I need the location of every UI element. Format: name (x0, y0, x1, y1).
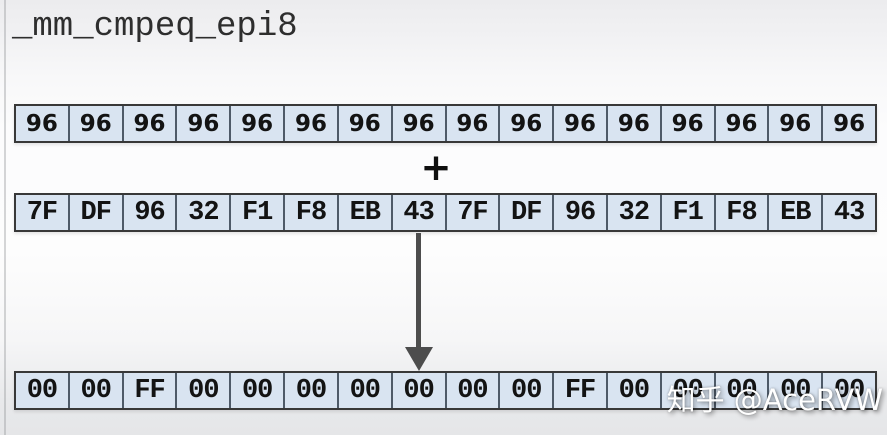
hex-byte-cell: 32 (607, 195, 662, 230)
hex-byte-cell: 00 (392, 373, 447, 408)
hex-byte-cell: F8 (715, 195, 770, 230)
hex-byte-cell: 00 (715, 373, 770, 408)
watermark: 知乎 @AceRVW (666, 383, 883, 417)
hex-byte-cell: 96 (769, 106, 824, 141)
hex-byte-cell: 00 (285, 373, 339, 408)
hex-byte-cell: 7F (446, 195, 501, 230)
hex-byte-cell: 00 (69, 373, 124, 408)
hex-byte-cell: F1 (661, 195, 716, 230)
hex-byte-cell: 96 (607, 106, 662, 141)
hex-byte-cell: DF (500, 195, 555, 230)
hex-byte-cell: 96 (285, 106, 339, 141)
hex-byte-cell: 96 (338, 106, 393, 141)
hex-byte-cell: 96 (123, 195, 178, 230)
hex-byte-cell: 00 (769, 373, 824, 408)
hex-byte-cell: 00 (16, 373, 70, 408)
hex-byte-cell: 96 (554, 106, 608, 141)
hex-byte-cell: 43 (823, 195, 875, 230)
input-vector-b: 7F DF 96 32 F1 F8 EB 43 7F DF 96 32 F1 F8 EB 43 (14, 193, 877, 232)
hex-byte-cell: 00 (231, 373, 286, 408)
result-vector: 00 00 FF 00 00 00 00 00 00 00 FF 00 00 00 00 00 (14, 371, 877, 410)
hex-byte-cell: 96 (661, 106, 716, 141)
instruction-title: _mm_cmpeq_epi8 (12, 8, 298, 46)
hex-byte-cell: 96 (231, 106, 286, 141)
hex-byte-cell: DF (69, 195, 124, 230)
hex-byte-cell: 00 (661, 373, 716, 408)
hex-byte-cell: 96 (69, 106, 124, 141)
hex-byte-cell: 00 (823, 373, 875, 408)
hex-byte-cell: EB (769, 195, 824, 230)
hex-byte-cell: 00 (607, 373, 662, 408)
input-vector-a: 96 96 96 96 96 96 96 96 96 96 96 96 96 96 96 96 (14, 104, 877, 143)
plus-operator: + (420, 146, 452, 189)
hex-byte-cell: 00 (177, 373, 232, 408)
hex-byte-cell: 32 (177, 195, 232, 230)
down-arrow-icon (405, 347, 433, 371)
hex-byte-cell: FF (554, 373, 608, 408)
hex-byte-cell: 96 (446, 106, 501, 141)
hex-byte-cell: 96 (554, 195, 608, 230)
hex-byte-cell: 7F (16, 195, 70, 230)
hex-byte-cell: 00 (500, 373, 555, 408)
left-edge-divider (4, 0, 6, 435)
hex-byte-cell: 43 (392, 195, 447, 230)
hex-byte-cell: 96 (715, 106, 770, 141)
hex-byte-cell: 96 (392, 106, 447, 141)
hex-byte-cell: 96 (177, 106, 232, 141)
hex-byte-cell: FF (123, 373, 178, 408)
down-arrow-line (416, 233, 421, 349)
hex-byte-cell: F8 (285, 195, 339, 230)
hex-byte-cell: F1 (231, 195, 286, 230)
hex-byte-cell: 96 (123, 106, 178, 141)
hex-byte-cell: 00 (446, 373, 501, 408)
hex-byte-cell: 96 (16, 106, 70, 141)
hex-byte-cell: EB (338, 195, 393, 230)
hex-byte-cell: 96 (823, 106, 875, 141)
hex-byte-cell: 96 (500, 106, 555, 141)
hex-byte-cell: 00 (338, 373, 393, 408)
